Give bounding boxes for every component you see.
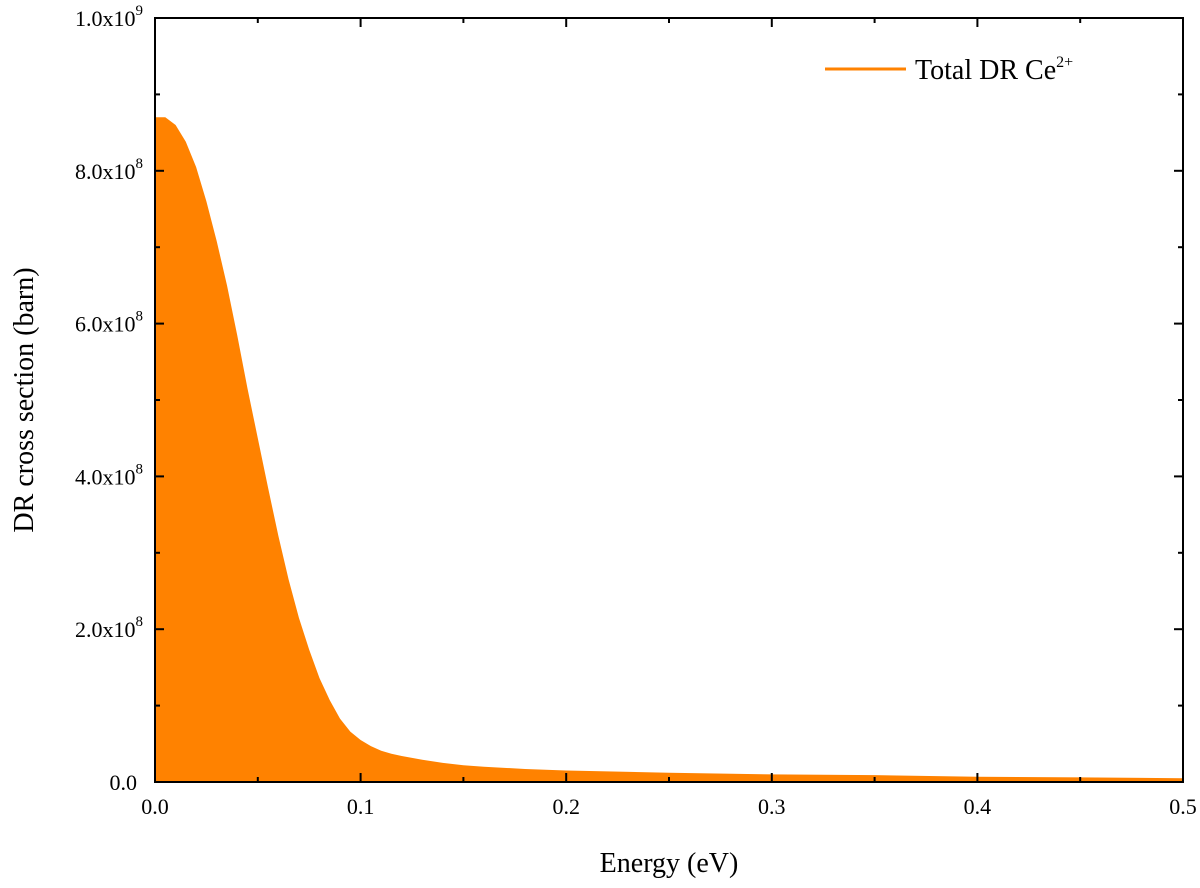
y-tick-label: 4.0x108 [75, 461, 143, 489]
y-tick-label: 8.0x108 [75, 156, 143, 184]
y-axis: 0.0 2.0x108 4.0x108 6.0x108 8.0x108 1.0x109 [75, 3, 1183, 795]
y-tick-label: 2.0x108 [75, 614, 143, 642]
legend-label-superscript: 2+ [1056, 54, 1073, 71]
area-series-0 [155, 117, 1183, 783]
x-tick-label: 0.0 [141, 794, 169, 819]
x-tick-label: 0.4 [964, 794, 992, 819]
legend-label: Total DR Ce2+ [915, 54, 1073, 86]
x-tick-label: 0.3 [758, 794, 786, 819]
legend: Total DR Ce2+ [825, 54, 1073, 86]
y-tick-label: 6.0x108 [75, 309, 143, 337]
y-tick-label: 1.0x109 [75, 3, 143, 31]
x-tick-label: 0.1 [347, 794, 375, 819]
y-tick-label: 0.0 [110, 770, 138, 795]
x-tick-label: 0.5 [1169, 794, 1197, 819]
plot-area [155, 117, 1183, 783]
y-axis-title: DR cross section (barn) [9, 267, 40, 532]
x-axis: 0.0 0.1 0.2 0.3 0.4 0.5 [141, 18, 1197, 819]
x-tick-label: 0.2 [552, 794, 580, 819]
x-axis-title: Energy (eV) [600, 848, 739, 879]
legend-label-main: Total DR Ce [915, 55, 1056, 86]
